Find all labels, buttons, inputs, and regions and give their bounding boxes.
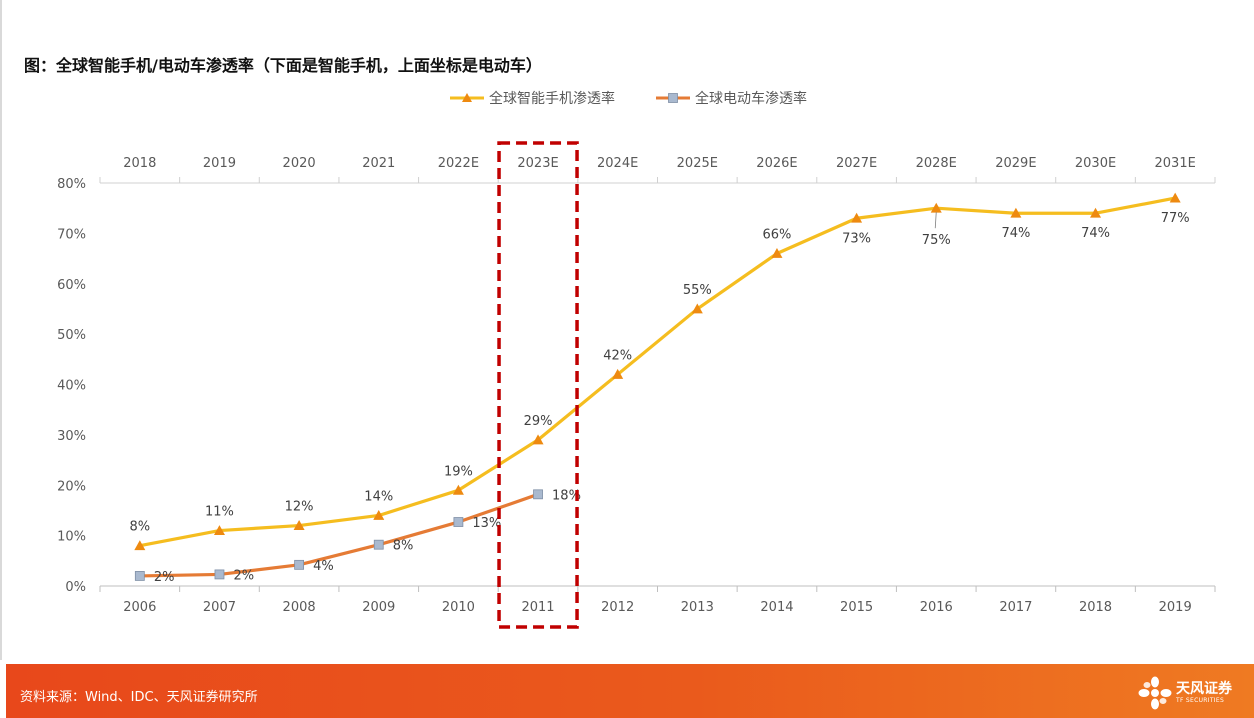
y-tick-label: 0% (65, 580, 86, 595)
brand-subtitle: TF SECURITIES (1176, 697, 1225, 704)
footer-bar: 资料来源：Wind、IDC、天风证券研究所 天风证券 TF SECURITIES (6, 664, 1254, 718)
x-bottom-label: 2016 (920, 600, 953, 615)
x-top-label: 2021 (362, 156, 395, 171)
page-left-border (0, 0, 2, 660)
x-bottom-label: 2018 (1079, 600, 1112, 615)
smartphone-data-label: 55% (683, 283, 712, 298)
chart-title: 图：全球智能手机/电动车渗透率（下面是智能手机，上面坐标是电动车） (24, 56, 542, 75)
x-top-label: 2020 (283, 156, 316, 171)
smartphone-point (1169, 192, 1181, 203)
x-top-label: 2028E (916, 156, 957, 171)
smartphone-point (930, 202, 942, 213)
x-bottom-label: 2007 (203, 600, 236, 615)
ev-data-label: 2% (233, 568, 254, 583)
chart-legend: 全球智能手机渗透率 全球电动车渗透率 (450, 90, 807, 107)
y-tick-label: 60% (57, 278, 86, 293)
smartphone-point (373, 509, 385, 520)
x-top-label: 2024E (597, 156, 638, 171)
y-tick-label: 20% (57, 479, 86, 494)
y-tick-label: 30% (57, 429, 86, 444)
x-top-label: 2031E (1155, 156, 1196, 171)
smartphone-data-label: 19% (444, 464, 473, 479)
smartphone-point (532, 434, 544, 445)
ev-point (533, 489, 543, 500)
x-bottom-label: 2006 (123, 600, 156, 615)
x-top-label: 2026E (756, 156, 797, 171)
smartphone-point (293, 520, 305, 530)
x-bottom-label: 2012 (601, 600, 634, 615)
ev-point (214, 569, 225, 580)
smartphone-data-label: 77% (1161, 211, 1190, 226)
source-note: 资料来源：Wind、IDC、天风证券研究所 (20, 690, 258, 705)
x-bottom-label: 2011 (521, 600, 554, 615)
x-bottom-label: 2014 (760, 600, 793, 615)
x-top-label: 2023E (517, 156, 558, 171)
chart-ticks: 0% 10% 20% 30% 40% 50% 60% 70% 80% 2006 2007 2008 20… (57, 156, 1216, 615)
label-leader-line (934, 212, 937, 229)
smartphone-point (1090, 207, 1102, 218)
ev-data-label: 2% (154, 570, 175, 585)
x-top-label: 2027E (836, 156, 877, 171)
smartphone-point (1010, 207, 1022, 218)
ev-data-label: 8% (393, 539, 414, 554)
highlight-box (497, 141, 579, 629)
x-bottom-label: 2009 (362, 600, 395, 615)
legend-ev-marker (668, 93, 678, 103)
smartphone-series-line (139, 196, 1176, 548)
x-bottom-label: 2008 (283, 600, 316, 615)
ev-data-label: 13% (472, 516, 501, 531)
smartphone-point (612, 368, 624, 379)
smartphone-point (213, 525, 225, 535)
y-tick-label: 80% (57, 177, 86, 192)
smartphone-point (452, 484, 464, 495)
smartphone-data-label: 11% (205, 505, 234, 520)
smartphone-data-label: 29% (524, 414, 553, 429)
y-tick-label: 10% (57, 530, 86, 545)
y-tick-label: 70% (57, 227, 86, 242)
smartphone-point (771, 248, 783, 258)
smartphone-data-label: 73% (842, 231, 871, 246)
ev-point (134, 571, 145, 581)
smartphone-data-label: 14% (364, 489, 393, 504)
x-top-label: 2029E (995, 156, 1036, 171)
y-tick-label: 50% (57, 328, 86, 343)
x-bottom-label: 2017 (999, 600, 1032, 615)
line-chart: 全球智能手机渗透率 全球电动车渗透率 0% 10% 20% 30% 40% 50% 60% 70… (57, 90, 1216, 629)
x-bottom-label: 2019 (1159, 600, 1192, 615)
ev-point (373, 539, 384, 550)
smartphone-data-label: 12% (285, 500, 314, 515)
y-tick-label: 40% (57, 379, 86, 394)
highlight-2023E (497, 141, 579, 629)
ev-point (453, 517, 464, 527)
ev-point (294, 559, 305, 570)
smartphone-data-label: 74% (1001, 226, 1030, 241)
brand-name: 天风证券 (1176, 681, 1232, 697)
x-top-label: 2019 (203, 156, 236, 171)
ev-series-line (139, 492, 539, 578)
legend-ev-label: 全球电动车渗透率 (695, 90, 807, 107)
chart-series: 2% 2% 4% 8% 13% 18% 8% 11% 12% 14% 19% 29% 42% 55% 66%… (130, 192, 1190, 585)
legend-smartphone-label: 全球智能手机渗透率 (489, 90, 615, 107)
x-top-label: 2030E (1075, 156, 1116, 171)
chart-grid (100, 182, 1215, 587)
x-top-label: 2022E (438, 156, 479, 171)
legend-smartphone-marker (462, 93, 472, 102)
x-top-label: 2025E (677, 156, 718, 171)
smartphone-data-label: 74% (1081, 226, 1110, 241)
ev-data-label: 4% (313, 559, 334, 574)
flower-logo-icon (1138, 676, 1172, 710)
ev-data-label: 18% (552, 488, 581, 503)
brand-logo: 天风证券 TF SECURITIES (1138, 676, 1232, 710)
x-bottom-label: 2015 (840, 600, 873, 615)
smartphone-point (851, 212, 863, 223)
smartphone-data-label: 66% (763, 228, 792, 243)
smartphone-data-label: 42% (603, 348, 632, 363)
x-bottom-label: 2013 (681, 600, 714, 615)
smartphone-point (691, 303, 703, 314)
smartphone-data-label: 8% (130, 520, 151, 535)
x-top-label: 2018 (123, 156, 156, 171)
smartphone-data-label: 75% (922, 233, 951, 248)
smartphone-point (134, 540, 146, 551)
x-bottom-label: 2010 (442, 600, 475, 615)
